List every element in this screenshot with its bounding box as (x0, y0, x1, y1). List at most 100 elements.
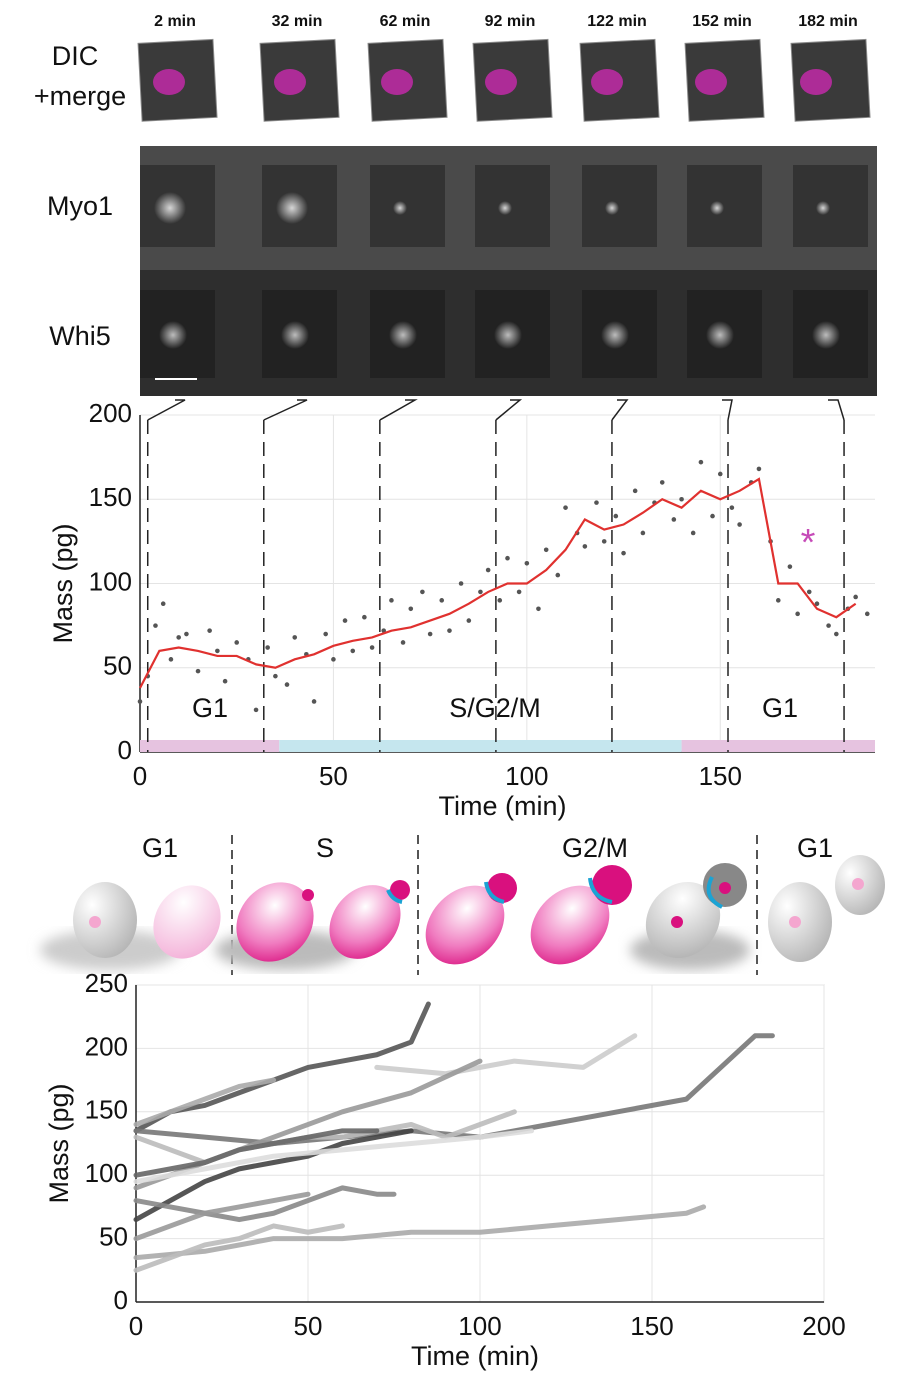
x-tick-label: 50 (319, 761, 348, 791)
myo1-signal (498, 201, 512, 215)
data-point (466, 618, 472, 623)
x-tick-label: 50 (294, 1311, 323, 1341)
frame-connector (147, 399, 186, 421)
y-tick-label: 0 (114, 1285, 128, 1315)
data-point (153, 623, 158, 628)
data-line (133, 1077, 277, 1127)
x-tick-label: 0 (133, 761, 147, 791)
data-point (369, 645, 375, 650)
data-point (342, 618, 348, 623)
data-line (133, 1128, 535, 1185)
whi5-signal (281, 321, 309, 349)
myo1-tile (793, 165, 868, 247)
myo1-signal (710, 201, 724, 215)
frame-connector (263, 399, 308, 421)
data-point (516, 589, 522, 595)
data-line (133, 1001, 431, 1134)
dic-cell (153, 69, 185, 95)
phase-annotation: * (801, 522, 816, 564)
row-label: DIC (52, 41, 99, 71)
whi5-signal (601, 321, 629, 349)
data-line (133, 1204, 707, 1261)
phase-label: G1 (142, 833, 178, 863)
dic-cell (485, 69, 517, 95)
row-label: Whi5 (49, 321, 111, 351)
data-point (222, 678, 228, 684)
data-point (284, 682, 290, 687)
phase-label: G1 (797, 833, 833, 863)
data-point (215, 648, 220, 654)
data-point (690, 530, 696, 536)
time-label: 152 min (692, 13, 752, 30)
x-axis-label: Time (min) (411, 1341, 539, 1371)
myo1-signal (605, 201, 619, 215)
data-point (814, 601, 820, 607)
data-line (139, 477, 857, 689)
myo1-signal (393, 201, 407, 215)
x-axis-label: Time (min) (439, 791, 567, 821)
row-label: +merge (34, 81, 126, 111)
data-point (613, 513, 619, 519)
x-tick-label: 150 (630, 1311, 673, 1341)
microscopy-panel: DIC +merge Myo1 Whi5 2 min 32 min 62 min 92… (34, 13, 877, 396)
y-tick-label: 250 (85, 968, 128, 998)
data-line (133, 1191, 311, 1242)
data-point (710, 513, 715, 519)
data-line (133, 1223, 345, 1273)
data-point (311, 699, 317, 704)
time-label: 122 min (587, 13, 647, 30)
y-axis-label: Mass (pg) (44, 1083, 74, 1203)
data-point (555, 572, 561, 578)
dic-cell (381, 69, 413, 95)
data-point (331, 657, 336, 662)
data-point (207, 628, 212, 633)
whi5-signal (389, 321, 417, 349)
y-tick-label: 200 (89, 398, 132, 428)
time-label: 92 min (485, 13, 536, 30)
data-point (864, 611, 870, 617)
myo1-signal (154, 192, 186, 224)
y-tick-label: 150 (89, 482, 132, 512)
data-line (133, 1128, 414, 1223)
data-point (806, 589, 812, 595)
y-tick-label: 200 (85, 1031, 128, 1061)
data-point (485, 567, 491, 573)
cell-cycle-diagram: G1 S G2/M G1 (40, 833, 885, 975)
data-point (176, 635, 181, 640)
phase-dividers (231, 835, 758, 975)
frame-connector (495, 399, 523, 421)
dic-cell (695, 69, 727, 95)
data-point (729, 505, 735, 510)
data-point (594, 500, 599, 505)
data-point (671, 517, 677, 522)
data-point (787, 564, 793, 569)
frame-connector (722, 399, 733, 421)
data-point (524, 560, 530, 566)
data-point (184, 631, 189, 637)
phase-annotation: G1 (192, 693, 228, 723)
x-tick-label: 200 (802, 1311, 845, 1341)
x-tick-label: 150 (699, 761, 742, 791)
data-point (292, 635, 298, 640)
time-label: 62 min (380, 13, 431, 30)
whi5-signal (706, 321, 734, 349)
phase-annotation: G1 (762, 693, 798, 723)
data-line (133, 1109, 517, 1166)
data-line (133, 1128, 380, 1178)
data-point (420, 589, 425, 595)
data-point (323, 631, 328, 637)
data-point (408, 606, 414, 612)
data-point (698, 459, 704, 465)
dic-cell (800, 69, 832, 95)
data-line (374, 1033, 638, 1077)
phase-bar (279, 740, 682, 752)
data-point (350, 648, 356, 654)
data-point (640, 530, 646, 536)
data-point (543, 547, 549, 553)
myo1-tile (582, 165, 657, 247)
data-point (717, 471, 723, 477)
dic-cell (274, 69, 306, 95)
data-point (775, 598, 781, 603)
data-point (447, 628, 452, 633)
